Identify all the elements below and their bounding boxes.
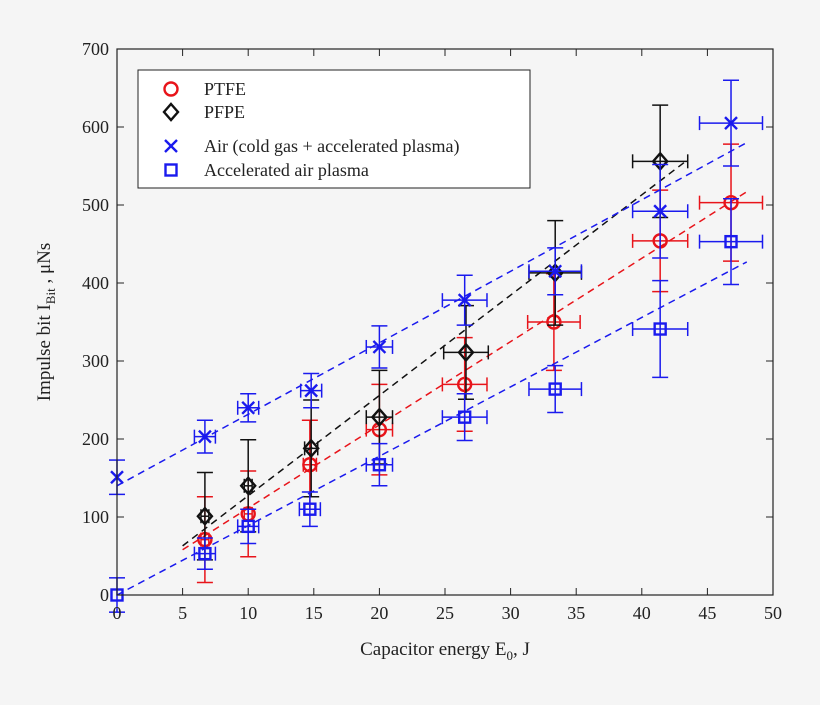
- diamond-marker: [302, 438, 320, 459]
- legend-label: PFPE: [204, 102, 245, 122]
- x-axis-label: Capacitor energy E0, J: [360, 639, 530, 663]
- square-marker: [198, 546, 212, 561]
- data-point: [304, 383, 319, 398]
- data-point: [546, 314, 562, 330]
- square-marker: [241, 519, 255, 534]
- x-marker-stroke: [724, 116, 738, 130]
- y-tick-label: 500: [82, 195, 109, 215]
- y-tick-label: 600: [82, 117, 109, 137]
- y-tick-label: 0: [100, 585, 109, 605]
- diamond-marker: [370, 407, 388, 427]
- square-marker: [724, 234, 738, 249]
- x-tick-label: 10: [239, 603, 257, 623]
- x-tick-label: 15: [305, 603, 323, 623]
- square-marker: [653, 322, 667, 336]
- data-point: [241, 400, 256, 415]
- x-marker-stroke: [198, 429, 212, 444]
- data-point: [303, 502, 317, 516]
- x-tick-label: 45: [698, 603, 716, 623]
- x-tick-label: 5: [178, 603, 187, 623]
- square-marker: [303, 502, 317, 516]
- data-point: [241, 519, 255, 534]
- circle-marker: [302, 457, 318, 473]
- data-point: [370, 407, 388, 427]
- fit-line: [182, 159, 689, 547]
- circle-marker: [456, 376, 473, 393]
- series-2: [109, 79, 764, 496]
- square-marker: [164, 163, 178, 177]
- data-point: [372, 340, 387, 354]
- square-marker: [457, 410, 472, 424]
- x-marker-stroke: [457, 293, 472, 308]
- data-point: [198, 429, 212, 444]
- diamond-marker: [196, 506, 214, 527]
- data-point: [372, 458, 387, 472]
- legend-label: Air (cold gas + accelerated plasma): [204, 136, 460, 157]
- data-point: [302, 438, 320, 459]
- x-tick-label: 50: [764, 603, 782, 623]
- x-tick-label: 25: [436, 603, 454, 623]
- series-0: [182, 143, 764, 584]
- legend-marker-0: [163, 81, 179, 97]
- x-marker-stroke: [372, 340, 387, 354]
- x-marker-stroke: [548, 264, 563, 279]
- data-point: [724, 116, 738, 130]
- data-point: [457, 410, 472, 424]
- x-marker-stroke: [241, 400, 256, 415]
- y-axis-label: Impulse bit IBit , μNs: [34, 243, 58, 402]
- data-point: [198, 546, 212, 561]
- x-tick-label: 35: [567, 603, 585, 623]
- data-point: [196, 506, 214, 527]
- x-tick-label: 40: [633, 603, 651, 623]
- x-marker-stroke: [164, 139, 178, 153]
- data-point: [548, 382, 562, 396]
- data-point: [653, 322, 667, 336]
- fit-line: [116, 261, 748, 596]
- x-tick-label: 30: [502, 603, 520, 623]
- square-marker: [372, 458, 387, 472]
- circle-marker: [163, 81, 179, 97]
- data-point: [302, 457, 318, 473]
- y-tick-label: 300: [82, 351, 109, 371]
- legend-box: [137, 69, 531, 189]
- fit-line: [182, 191, 748, 551]
- fit-line: [116, 141, 748, 487]
- y-tick-label: 100: [82, 507, 109, 527]
- diamond-marker: [162, 102, 180, 122]
- x-tick-label: 20: [370, 603, 388, 623]
- legend: PTFE PFPE Air (cold gas + accelerated plas…: [137, 69, 531, 189]
- data-point: [239, 475, 257, 496]
- x-marker-stroke: [653, 204, 668, 219]
- data-point: [456, 376, 473, 393]
- data-point: [457, 293, 472, 308]
- y-tick-label: 400: [82, 273, 109, 293]
- data-point: [724, 234, 738, 249]
- circle-marker: [546, 314, 562, 330]
- data-point: [457, 342, 475, 363]
- diamond-marker: [457, 342, 475, 363]
- legend-label: PTFE: [204, 79, 246, 99]
- x-marker-stroke: [304, 383, 319, 398]
- y-tick-label: 700: [82, 39, 109, 59]
- x-tick-label: 0: [113, 603, 122, 623]
- legend-marker-2: [164, 139, 178, 153]
- data-point: [548, 264, 563, 279]
- square-marker: [548, 382, 562, 396]
- data-point: [653, 204, 668, 219]
- legend-label: Accelerated air plasma: [204, 160, 369, 180]
- legend-marker-3: [164, 163, 178, 177]
- series-3: [109, 198, 764, 613]
- legend-marker-1: [162, 102, 180, 122]
- diamond-marker: [239, 475, 257, 496]
- y-tick-label: 200: [82, 429, 109, 449]
